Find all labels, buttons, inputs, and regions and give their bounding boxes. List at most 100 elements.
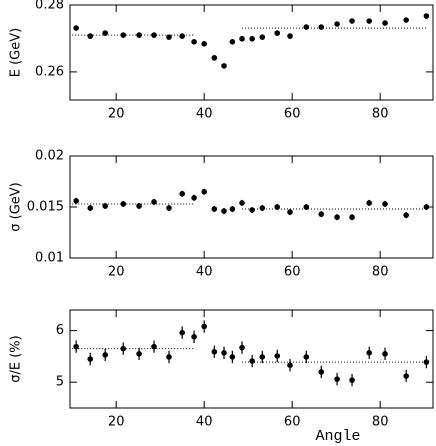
data-point [382,201,388,207]
data-point [349,214,355,220]
data-point [136,32,142,38]
y-tick-label: 0.02 [35,149,64,164]
data-point [120,32,127,38]
data-point [318,24,325,30]
data-point [87,205,94,211]
data-point [318,369,325,375]
data-point [287,209,293,215]
data-point [403,17,409,23]
x-tick-label: 20 [108,265,125,280]
data-point [366,200,373,206]
y-tick-label: 5 [56,375,64,390]
plot-frame [69,4,434,101]
data-point [366,350,373,356]
y-tick-label: 0.015 [27,200,64,215]
data-point [403,373,409,379]
data-point [102,30,108,36]
data-point [201,41,207,47]
data-point [179,33,185,39]
data-point [211,206,218,212]
data-point [403,212,409,218]
x-tick-label: 80 [372,107,389,122]
data-point [249,207,255,213]
data-point [73,198,79,204]
data-point [274,204,281,210]
y-axis-label: σ/E (%) [9,335,24,382]
data-point [423,359,430,365]
data-point [334,214,340,220]
data-point [382,351,388,357]
data-point [136,203,142,209]
data-point [120,201,127,207]
data-point [334,376,340,382]
data-point [87,356,94,362]
data-point [191,195,197,201]
data-point [366,18,373,24]
data-point [349,18,355,24]
data-point [151,343,157,350]
data-point [166,34,172,40]
data-point [166,354,172,360]
y-tick-label: 0.28 [35,0,64,13]
data-point [229,38,236,45]
x-tick-label: 80 [372,415,389,430]
data-point [259,354,266,360]
y-axis-label: E (GeV) [9,28,24,77]
data-point [229,206,236,212]
data-point [151,199,157,205]
data-point [423,204,430,210]
data-point [191,38,197,45]
data-point [73,343,79,350]
data-point [120,345,127,352]
x-tick-label: 40 [196,265,213,280]
x-tick-label: 60 [284,415,301,430]
x-tick-label: 20 [108,107,125,122]
x-tick-label: 40 [196,415,213,430]
data-point [201,188,207,195]
data-point [239,200,245,206]
y-tick-label: 6 [56,323,64,338]
data-point [166,205,172,211]
data-point [287,33,293,39]
data-point [318,211,325,217]
data-point [102,203,108,209]
data-point [211,55,218,61]
x-tick-label: 60 [284,107,301,122]
data-point [151,32,157,38]
y-axis-label: σ (GeV) [9,182,24,231]
x-tick-label: 60 [284,265,301,280]
data-point [259,34,266,40]
data-point [102,352,108,358]
data-point [274,353,281,359]
data-point [274,30,281,36]
x-tick-label: 80 [372,265,389,280]
data-point [303,354,310,360]
data-point [211,348,218,355]
data-point [87,33,94,39]
data-point [221,350,227,356]
data-point [221,208,227,214]
plot-frame [69,309,434,409]
data-point [239,344,245,351]
data-point [201,323,207,330]
data-point [229,354,236,360]
data-point [239,35,245,42]
data-point [303,24,310,30]
y-tick-label: 0.01 [35,251,64,266]
data-point [259,205,266,211]
data-point [349,377,355,383]
data-point [179,329,185,336]
data-point [423,13,430,19]
data-point [136,351,142,357]
data-point [382,20,388,26]
x-axis-label: Angle [315,428,360,445]
data-point [334,21,340,27]
data-point [191,334,197,340]
data-point [249,35,255,42]
y-tick-label: 0.26 [35,64,64,79]
x-tick-label: 20 [108,415,125,430]
data-point [287,362,293,368]
data-point [73,25,79,31]
plot-frame [69,155,434,259]
